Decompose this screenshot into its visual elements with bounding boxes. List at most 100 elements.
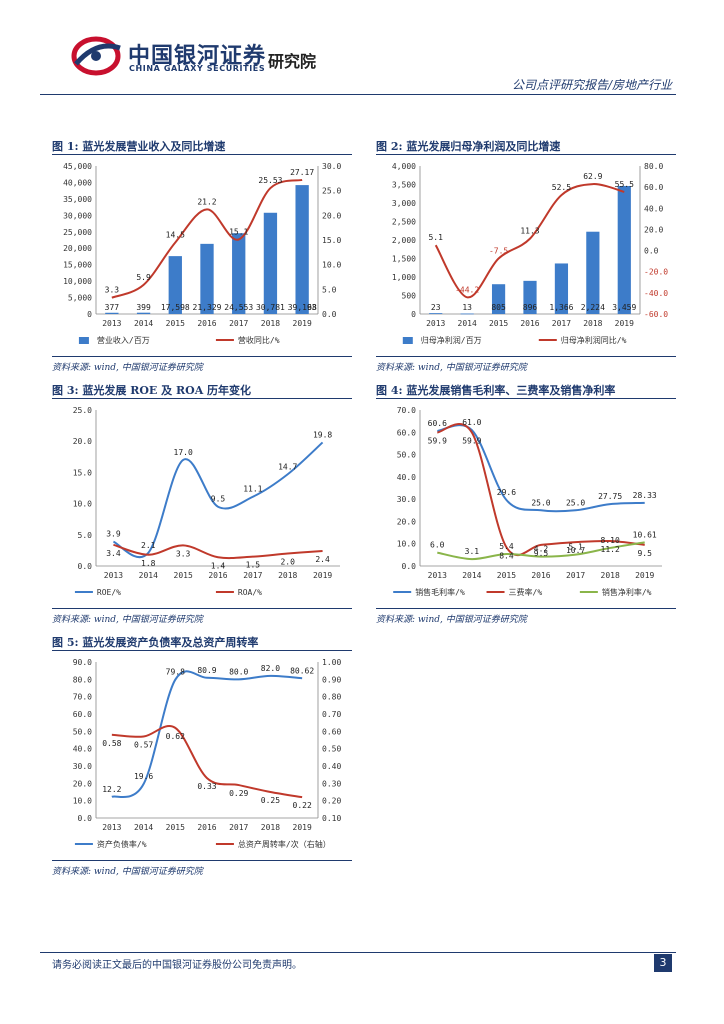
figure-1-rule xyxy=(52,154,352,155)
x-tick-label: 2015 xyxy=(166,319,185,328)
x-tick-label: 2019 xyxy=(615,319,634,328)
data-label: 61.0 xyxy=(462,418,481,427)
y-left-tick-label: 40,000 xyxy=(63,178,92,187)
series-line xyxy=(437,541,645,561)
bar xyxy=(105,312,119,314)
y-left-tick-label: 0 xyxy=(411,310,416,319)
x-tick-label: 2019 xyxy=(293,319,312,328)
y-left-tick-label: 5.0 xyxy=(78,531,93,540)
x-tick-label: 2014 xyxy=(462,571,481,580)
data-label: 0.58 xyxy=(102,739,121,748)
data-label: 0.22 xyxy=(293,801,312,810)
data-label: 3.4 xyxy=(106,549,121,558)
figure-5-title: 图 5: 蓝光发展资产负债率及总资产周转率 xyxy=(52,636,259,649)
data-label: 55.5 xyxy=(615,180,634,189)
data-label: 17.0 xyxy=(174,448,193,457)
data-label: 3.3 xyxy=(105,286,120,295)
figure-5-source: 资料来源: wind, 中国银河证券研究院 xyxy=(52,867,203,877)
y-left-tick-label: 25,000 xyxy=(63,228,92,237)
footer-divider xyxy=(40,952,676,953)
series-line xyxy=(111,670,303,799)
x-tick-label: 2017 xyxy=(566,571,585,580)
y-left-tick-label: 10.0 xyxy=(397,540,416,549)
figure-3-rule xyxy=(52,398,352,399)
data-label: 15.1 xyxy=(229,228,248,237)
data-label: 13 xyxy=(462,303,472,312)
y-right-tick-label: 1.00 xyxy=(322,658,341,667)
series-line xyxy=(112,441,324,559)
data-label: 12.2 xyxy=(102,785,121,794)
y-left-tick-label: 1,500 xyxy=(392,255,416,264)
legend-label: 总资产周转率/次（右轴） xyxy=(238,839,331,849)
data-label: 9.5 xyxy=(637,549,652,558)
y-left-tick-label: 0.0 xyxy=(402,562,417,571)
data-label: 5.1 xyxy=(568,543,583,552)
x-tick-label: 2014 xyxy=(134,823,153,832)
data-label: 896 xyxy=(523,303,538,312)
legend-label: 归母净利润同比/% xyxy=(561,335,627,345)
y-left-tick-label: 5,000 xyxy=(68,294,92,303)
data-label: 11.1 xyxy=(243,485,262,494)
data-label: 2.0 xyxy=(280,558,295,567)
brand-name-cn: 中国银河证券 xyxy=(128,44,267,69)
x-tick-label: 2017 xyxy=(552,319,571,328)
institute-label: 研究院 xyxy=(268,52,317,71)
y-right-tick-label: 15.0 xyxy=(322,236,341,245)
legend-label: 资产负债率/% xyxy=(97,839,147,849)
data-label: 5.1 xyxy=(428,233,443,242)
x-tick-label: 2014 xyxy=(139,571,158,580)
data-label: 29.6 xyxy=(497,488,516,497)
x-tick-label: 2018 xyxy=(261,319,280,328)
data-label: 21.2 xyxy=(197,197,216,206)
legend-label: 营收同比/% xyxy=(238,335,280,345)
bar xyxy=(136,312,151,314)
data-label: 60.6 xyxy=(428,419,447,428)
series-line xyxy=(113,543,323,560)
figure-1-source: 资料来源: wind, 中国银河证券研究院 xyxy=(52,363,203,373)
y-left-tick-label: 30,000 xyxy=(63,211,92,220)
legend-swatch xyxy=(402,337,413,344)
data-label: 10.7 xyxy=(566,546,585,555)
y-left-tick-label: 0.0 xyxy=(78,562,93,571)
x-tick-label: 2018 xyxy=(278,571,297,580)
y-right-tick-label: 40.0 xyxy=(644,204,663,213)
y-left-tick-label: 10,000 xyxy=(63,277,92,286)
figure-1-title: 图 1: 蓝光发展营业收入及同比增速 xyxy=(52,140,226,153)
x-tick-label: 2018 xyxy=(583,319,602,328)
y-right-tick-label: -40.0 xyxy=(644,289,668,298)
legend-label: ROE/% xyxy=(97,588,121,597)
y-right-tick-label: 0.60 xyxy=(322,727,341,736)
x-tick-label: 2013 xyxy=(102,319,121,328)
figure-4-chart: 0.0 10.0 20.0 30.0 40.0 50.0 60.0 70.0 2013 2014 2… xyxy=(393,406,662,597)
data-label: 6.0 xyxy=(430,541,445,550)
y-left-tick-label: 35,000 xyxy=(63,195,92,204)
series-line xyxy=(111,725,303,799)
data-label: 25.0 xyxy=(566,498,585,507)
x-tick-label: 2017 xyxy=(229,319,248,328)
y-right-tick-label: -60.0 xyxy=(644,310,668,319)
legend-swatch xyxy=(78,337,89,344)
y-left-tick-label: 20,000 xyxy=(63,244,92,253)
y-right-tick-label: 0.0 xyxy=(322,310,337,319)
y-left-tick-label: 3,500 xyxy=(392,181,416,190)
page-number: 3 xyxy=(654,954,672,972)
series-line xyxy=(437,424,645,513)
bar xyxy=(586,231,600,314)
data-label: 11.2 xyxy=(601,545,620,554)
figure-4-rule xyxy=(376,398,676,399)
data-label: -7.5 xyxy=(489,247,508,256)
figure-5-rule xyxy=(52,650,352,651)
bar xyxy=(617,186,631,314)
x-tick-label: 2014 xyxy=(134,319,153,328)
figure-5-chart: 0.0 10.0 20.0 30.0 40.0 50.0 60.0 70.0 80.0 90.0 0… xyxy=(73,658,342,849)
x-tick-label: 2019 xyxy=(293,823,312,832)
data-label: 80.62 xyxy=(290,666,314,675)
bar xyxy=(460,313,474,315)
y-left-tick-label: 70.0 xyxy=(397,406,416,415)
y-left-tick-label: 3,000 xyxy=(392,199,416,208)
data-label: 21,329 xyxy=(193,303,222,312)
data-label: 27.17 xyxy=(290,168,314,177)
y-right-tick-label: -20.0 xyxy=(644,268,668,277)
y-left-tick-label: 10.0 xyxy=(73,500,92,509)
figure-1-chart: 0 5,000 10,000 15,000 20,000 25,000 30,000 35,0… xyxy=(63,162,341,345)
